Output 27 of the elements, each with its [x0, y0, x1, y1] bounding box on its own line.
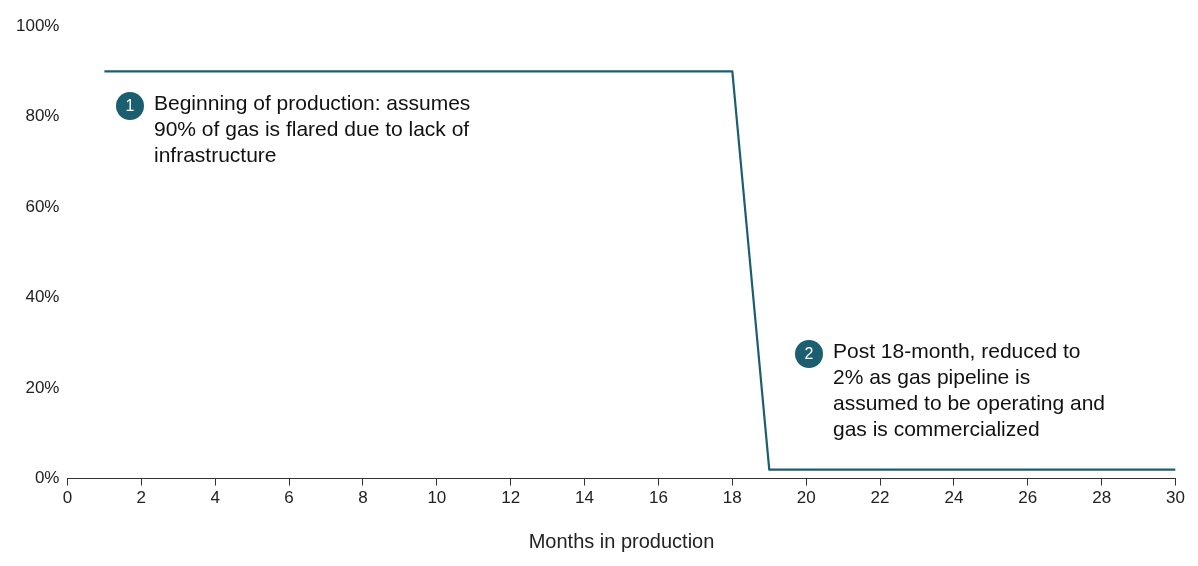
x-tick-label: 14	[575, 488, 595, 508]
x-tick-label: 8	[358, 488, 368, 508]
x-tick-label: 0	[62, 488, 73, 508]
y-tick-label: 60%	[25, 196, 60, 216]
annotation: Beginning of production: assumes 90% of gas is flared due to lack of infrastructure	[154, 90, 472, 168]
x-tick-label: 2	[136, 488, 147, 508]
x-tick-label: 26	[1018, 488, 1038, 508]
y-tick-label: 100%	[16, 15, 60, 35]
x-tick-label: 30	[1166, 488, 1186, 508]
x-tick-label: 12	[501, 488, 521, 508]
x-tick-label: 20	[796, 488, 816, 508]
x-tick-label: 22	[870, 488, 890, 508]
x-axis-title: Months in production	[528, 529, 715, 552]
x-tick-label: 28	[1092, 488, 1112, 508]
x-tick-label: 24	[944, 488, 964, 508]
y-tick-label: 40%	[25, 287, 60, 307]
number-circle-icon: 1	[116, 92, 144, 120]
x-tick-label: 4	[210, 488, 220, 508]
x-tick-label: 10	[427, 488, 447, 508]
y-tick-label: 0%	[34, 468, 60, 488]
x-tick-label: 6	[284, 488, 294, 508]
x-tick-label: 16	[648, 488, 668, 508]
x-tick-label: 18	[722, 488, 742, 508]
y-tick-label: 80%	[25, 106, 60, 126]
y-tick-label: 20%	[25, 377, 60, 397]
number-circle-icon: 2	[795, 340, 823, 368]
annotation: Post 18-month, reduced to 2% as gas pipeline is assumed to be operating and gas is commercialized	[833, 338, 1107, 442]
